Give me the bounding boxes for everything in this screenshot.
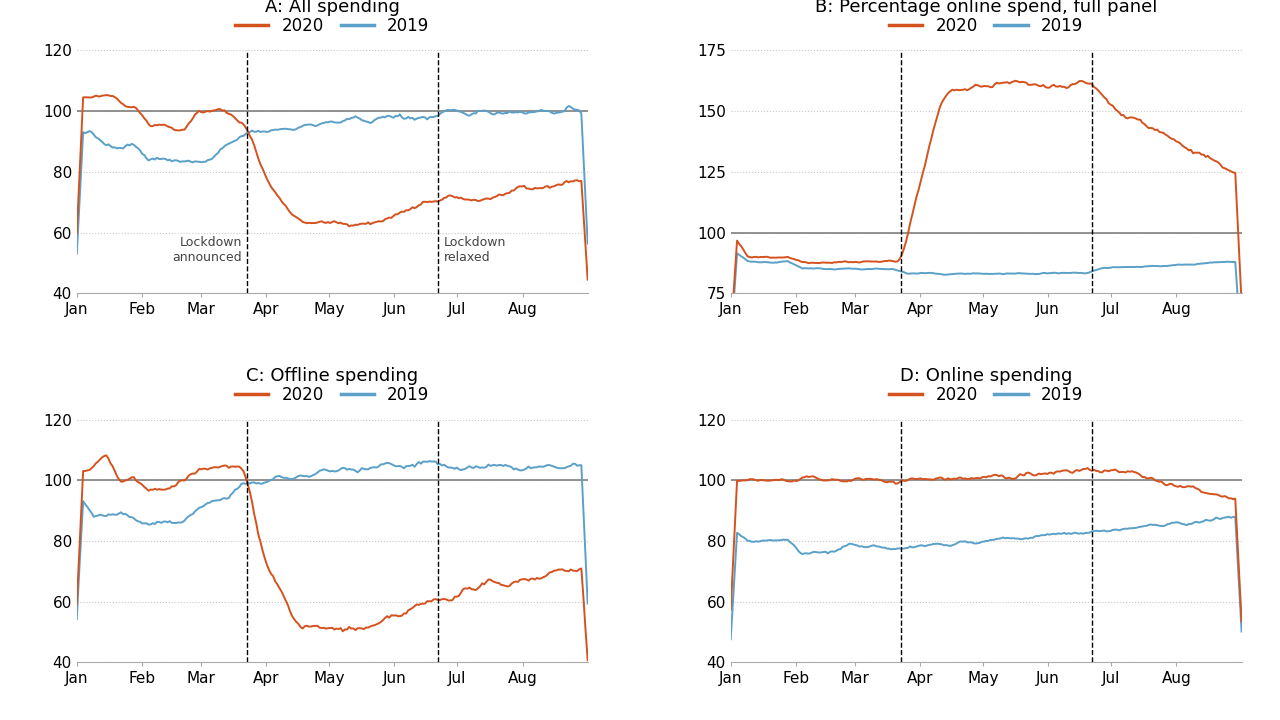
Legend: 2020, 2019: 2020, 2019: [228, 379, 436, 410]
Title: A: All spending: A: All spending: [265, 0, 399, 16]
Title: C: Offline spending: C: Offline spending: [246, 366, 419, 384]
Legend: 2020, 2019: 2020, 2019: [882, 379, 1091, 410]
Title: D: Online spending: D: Online spending: [900, 366, 1073, 384]
Legend: 2020, 2019: 2020, 2019: [882, 10, 1091, 42]
Text: Lockdown
relaxed: Lockdown relaxed: [443, 236, 506, 264]
Title: B: Percentage online spend, full panel: B: Percentage online spend, full panel: [815, 0, 1157, 16]
Text: Lockdown
announced: Lockdown announced: [173, 236, 242, 264]
Legend: 2020, 2019: 2020, 2019: [228, 10, 436, 42]
